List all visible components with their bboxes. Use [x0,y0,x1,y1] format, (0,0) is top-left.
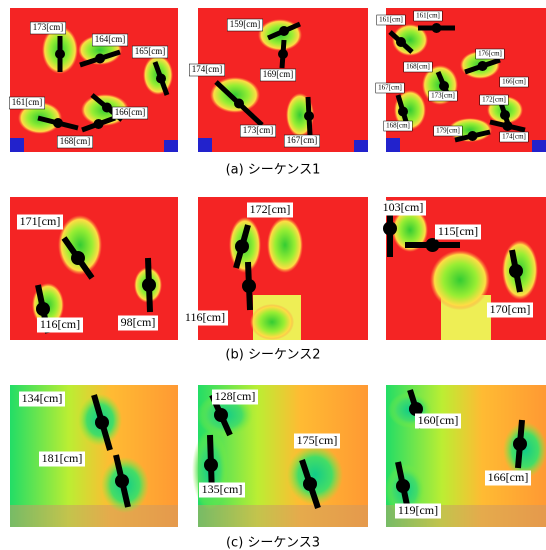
distance-label: 176[cm] [478,50,502,58]
distance-label: 173[cm] [33,22,64,32]
distance-label: 166[cm] [488,470,529,484]
panel: 159[cm] 174[cm] 169[cm] 173[cm] 167[cm] [189,8,368,152]
person-center [142,278,156,292]
person-blob [430,250,490,310]
noise [164,140,178,152]
distance-label: 161[cm] [12,97,43,107]
person-center [95,54,105,64]
distance-label: 116[cm] [185,310,225,324]
distance-label: 174[cm] [502,133,526,141]
panel: 172[cm] 116[cm] [182,197,368,340]
distance-label: 168[cm] [386,122,410,130]
distance-label: 161[cm] [379,16,403,24]
noise [10,138,24,152]
distance-label: 165[cm] [135,46,166,56]
person-center [426,238,440,252]
caption: (c) シーケンス3 [226,536,320,550]
distance-label: 173[cm] [243,125,274,135]
panel: 128[cm] 175[cm] 135[cm] [192,385,368,527]
panel: 103[cm] 115[cm] 170[cm] [380,197,546,340]
person-blob [267,217,303,273]
person-center [439,81,449,91]
distance-label: 119[cm] [398,503,438,517]
person-center [156,74,166,84]
person-center [214,408,228,422]
caption: (b) シーケンス2 [225,348,320,363]
distance-label: 160[cm] [418,413,459,427]
person-center [115,474,129,488]
person-center [234,99,244,109]
distance-label: 161[cm] [416,12,440,20]
distance-label: 115[cm] [438,224,478,238]
distance-label: 98[cm] [121,315,156,329]
distance-label: 179[cm] [436,127,460,135]
distance-label: 167[cm] [378,84,402,92]
caption: (a) シーケンス1 [226,163,321,178]
noise [354,140,368,152]
person-center [95,416,109,430]
distance-label: 169[cm] [263,69,294,79]
person-center [53,118,63,128]
person-center [513,437,527,451]
person-center [398,107,408,117]
person-center [242,279,256,293]
distance-label: 168[cm] [406,63,430,71]
person-center [55,49,65,59]
distance-label: 134[cm] [22,391,63,405]
panel: 171[cm] 116[cm] 98[cm] [10,197,178,340]
person-center [71,251,85,265]
floor [198,505,368,527]
person-center [432,23,442,33]
person-center [500,110,510,120]
noise [386,138,400,152]
distance-label: 166[cm] [115,107,146,117]
floor [10,505,178,527]
distance-label: 166[cm] [502,78,526,86]
distance-label: 135[cm] [202,482,243,496]
person-center [94,119,104,129]
person-center [478,61,488,71]
panel: 161[cm] 161[cm] 176[cm] 168[cm] 166[cm] 167[c… [376,8,546,152]
distance-label: 116[cm] [40,317,80,331]
person-center [396,37,406,47]
distance-label: 174[cm] [192,64,223,74]
person-center [235,240,249,254]
person-center [468,131,478,141]
distance-label: 159[cm] [230,19,261,29]
person-center [509,264,523,278]
distance-label: 171[cm] [20,214,61,228]
distance-label: 164[cm] [95,34,126,44]
panel: 160[cm] 166[cm] 119[cm] [385,385,546,527]
panel: 173[cm] 164[cm] 165[cm] 161[cm] 166[cm] 168[c… [9,8,178,152]
distance-label: 168[cm] [60,136,91,146]
distance-label: 172[cm] [482,96,506,104]
person-center [279,26,289,36]
distance-label: 170[cm] [490,302,531,316]
distance-label: 128[cm] [215,389,256,403]
distance-label: 173[cm] [431,92,455,100]
distance-label: 103[cm] [383,200,424,214]
noise [532,140,546,152]
person-center [102,103,112,113]
person-center [503,121,513,131]
person-center [396,479,410,493]
noise [198,138,212,152]
person-center [278,49,288,59]
panel: 134[cm] 181[cm] [10,385,178,527]
distance-label: 181[cm] [42,451,83,465]
person-center [36,302,50,316]
person-center [304,111,314,121]
distance-label: 167[cm] [287,135,318,145]
person-blob [250,304,294,340]
distance-label: 172[cm] [250,202,291,216]
person-center [303,477,317,491]
person-center [204,458,218,472]
figure: 173[cm] 164[cm] 165[cm] 161[cm] 166[cm] 168[c… [0,0,546,550]
distance-label: 175[cm] [297,433,338,447]
person-center [383,222,397,236]
